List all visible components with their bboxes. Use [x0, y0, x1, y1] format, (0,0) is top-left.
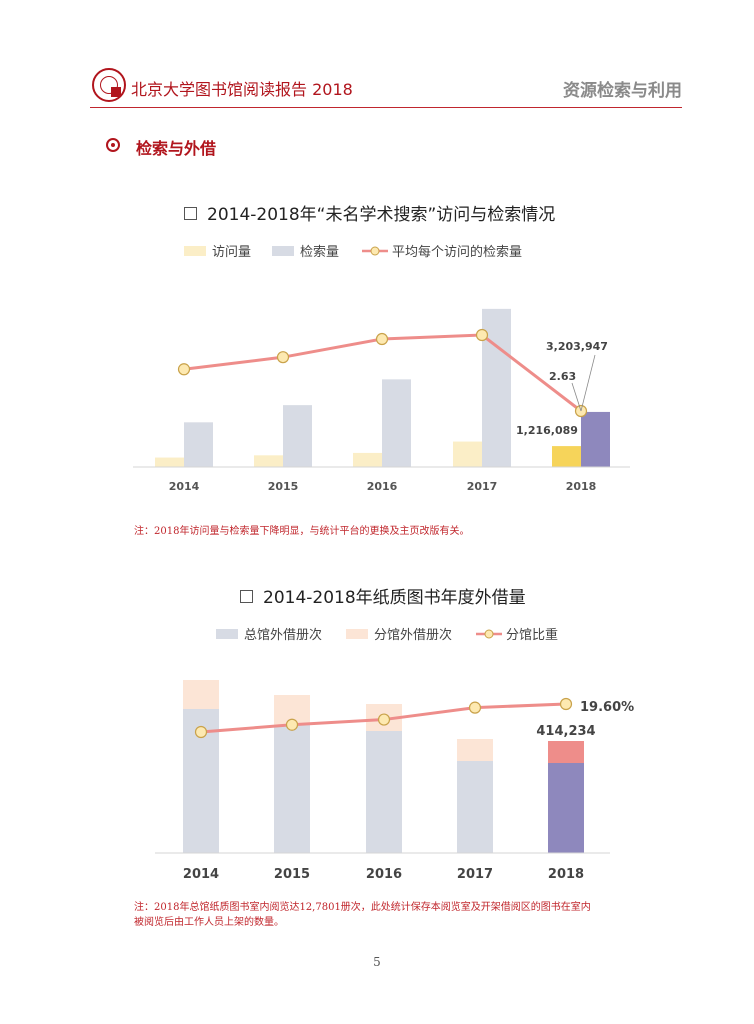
point-avg-2017: [475, 328, 489, 342]
header-divider: [90, 107, 682, 108]
point-ratio-2017: [468, 701, 482, 714]
x-tick-label: 2018: [566, 480, 597, 493]
x-tick-label: 2015: [274, 867, 310, 882]
square-icon: [184, 206, 197, 220]
bar-searches-2015: [283, 405, 312, 467]
chart1-line: [177, 328, 588, 418]
bar-visits-2014: [155, 457, 184, 467]
chart1-title: 2014-2018年“未名学术搜索”访问与检索情况: [184, 200, 555, 225]
chart1-title-text: 2014-2018年“未名学术搜索”访问与检索情况: [207, 205, 556, 225]
data-label-ratio-2018: 19.60%: [580, 700, 634, 715]
data-label-searches-2018: 3,203,947: [546, 340, 608, 353]
chart1-svg: 访问量 检索量 平均每个访问的检索量 2014 2015 2016 2017 2018 3,…: [133, 244, 630, 493]
legend-swatch-searches: [272, 246, 294, 256]
bar-branch-loans-2014: [183, 680, 219, 709]
chart2-legend: 总馆外借册次 分馆外借册次 分馆比重: [216, 627, 558, 643]
legend-swatch-branch-loans: [346, 629, 368, 639]
callout-leader-avg: [571, 382, 582, 412]
bar-visits-2015: [254, 455, 283, 467]
legend-swatch-visits: [184, 246, 206, 256]
point-ratio-2014: [194, 725, 208, 739]
page-number: 5: [373, 955, 381, 969]
point-ratio-2015: [285, 718, 299, 731]
bar-branch-loans-2017: [457, 739, 493, 761]
legend-label-avg: 平均每个访问的检索量: [392, 244, 522, 260]
chart1-legend: 访问量 检索量 平均每个访问的检索量: [184, 244, 522, 260]
bar-main-loans-2017: [457, 761, 493, 853]
x-tick-label: 2014: [183, 867, 219, 882]
x-tick-label: 2014: [169, 480, 200, 493]
bar-main-loans-2015: [274, 725, 310, 853]
chart2-data-labels: 19.60% 414,234: [536, 700, 634, 739]
point-ratio-2018: [559, 697, 573, 711]
legend-label-branch-loans: 分馆外借册次: [374, 627, 452, 643]
chart2-note-line-1: 注：2018年总馆纸质图书室内阅览达12,7801册次，此处统计保存本阅览室及开…: [134, 902, 591, 913]
bar-main-loans-2016: [366, 731, 402, 853]
legend-label-ratio: 分馆比重: [506, 627, 558, 643]
chart1-data-labels: 3,203,947 2.63 1,216,089: [516, 340, 608, 437]
pku-library-seal-icon: [92, 68, 126, 102]
chart2-line: [194, 697, 573, 739]
legend-swatch-main-loans: [216, 629, 238, 639]
bar-searches-2018: [581, 411, 610, 467]
x-tick-label: 2018: [548, 867, 584, 882]
bar-visits-2018: [552, 446, 581, 467]
callout-leader-searches: [580, 354, 596, 412]
point-avg-2015: [276, 351, 290, 364]
bullseye-icon: [106, 138, 120, 152]
chart2-title: 2014-2018年纸质图书年度外借量: [240, 583, 526, 608]
data-label-total-2018: 414,234: [536, 724, 595, 739]
x-tick-label: 2017: [457, 867, 493, 882]
x-tick-label: 2016: [367, 480, 398, 493]
bar-searches-2014: [184, 422, 213, 467]
chart2-x-axis: 2014 2015 2016 2017 2018: [183, 867, 584, 882]
chart1-note: 注：2018年访问量与检索量下降明显，与统计平台的更换及主页改版有关。: [134, 526, 470, 537]
point-avg-2014: [177, 363, 191, 376]
chart2-title-text: 2014-2018年纸质图书年度外借量: [263, 588, 526, 608]
legend-label-main-loans: 总馆外借册次: [244, 627, 322, 643]
point-avg-2016: [375, 332, 389, 346]
bar-main-loans-2018: [548, 763, 584, 853]
report-title: 北京大学图书馆阅读报告 2018: [131, 80, 353, 99]
section-title: 检索与外借: [136, 139, 217, 158]
legend-marker-ratio: [484, 629, 494, 639]
x-tick-label: 2015: [268, 480, 299, 493]
x-tick-label: 2017: [467, 480, 498, 493]
x-tick-label: 2016: [366, 867, 402, 882]
chapter-title: 资源检索与利用: [563, 81, 682, 101]
bar-searches-2016: [382, 379, 411, 467]
chart2-svg: 总馆外借册次 分馆外借册次 分馆比重 2014 2015 2016 2017 2018 19…: [155, 627, 634, 882]
point-ratio-2016: [377, 713, 391, 726]
bar-visits-2017: [453, 441, 482, 467]
square-icon: [240, 589, 253, 603]
chart2-note: 注：2018年总馆纸质图书室内阅览达12,7801册次，此处统计保存本阅览室及开…: [134, 900, 591, 930]
bar-branch-loans-2018: [548, 741, 584, 763]
data-label-visits-2018: 1,216,089: [516, 424, 578, 437]
chart2-note-line-2: 被阅览后由工作人员上架的数量。: [134, 917, 284, 928]
legend-marker-avg: [370, 246, 380, 256]
legend-label-visits: 访问量: [212, 245, 251, 260]
bar-visits-2016: [353, 452, 382, 467]
chart1-bars: [155, 308, 610, 467]
chart1-x-axis: 2014 2015 2016 2017 2018: [169, 480, 597, 493]
legend-label-searches: 检索量: [300, 245, 339, 260]
data-label-avg-2018: 2.63: [549, 370, 576, 383]
